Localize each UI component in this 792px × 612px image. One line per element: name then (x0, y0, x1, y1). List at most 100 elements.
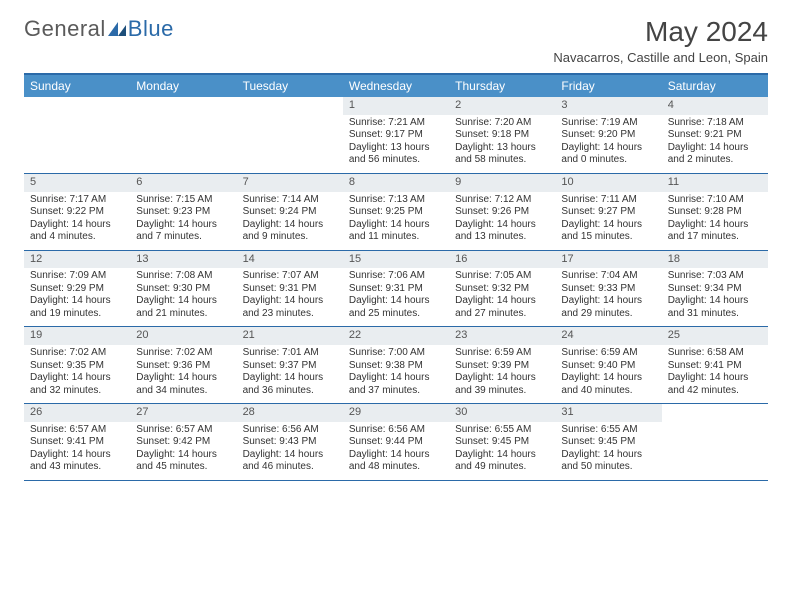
day-number: 25 (662, 327, 768, 345)
daylight-line: Daylight: 14 hours and 27 minutes. (455, 295, 549, 320)
day-number: 27 (130, 404, 236, 422)
sunrise-line: Sunrise: 7:02 AM (136, 347, 230, 360)
calendar-day: 14Sunrise: 7:07 AMSunset: 9:31 PMDayligh… (237, 251, 343, 327)
dow-wednesday: Wednesday (343, 75, 449, 97)
dow-monday: Monday (130, 75, 236, 97)
calendar-day: 22Sunrise: 7:00 AMSunset: 9:38 PMDayligh… (343, 327, 449, 403)
calendar-week: 26Sunrise: 6:57 AMSunset: 9:41 PMDayligh… (24, 404, 768, 481)
daylight-line: Daylight: 14 hours and 50 minutes. (561, 449, 655, 474)
calendar-grid: Sunday Monday Tuesday Wednesday Thursday… (24, 73, 768, 481)
sunset-line: Sunset: 9:37 PM (243, 360, 337, 373)
calendar-day: 11Sunrise: 7:10 AMSunset: 9:28 PMDayligh… (662, 174, 768, 250)
calendar-day: 2Sunrise: 7:20 AMSunset: 9:18 PMDaylight… (449, 97, 555, 173)
daylight-line: Daylight: 14 hours and 29 minutes. (561, 295, 655, 320)
dow-sunday: Sunday (24, 75, 130, 97)
sunrise-line: Sunrise: 7:14 AM (243, 194, 337, 207)
sunset-line: Sunset: 9:24 PM (243, 206, 337, 219)
sunrise-line: Sunrise: 6:59 AM (561, 347, 655, 360)
daylight-line: Daylight: 14 hours and 2 minutes. (668, 142, 762, 167)
sunrise-line: Sunrise: 7:01 AM (243, 347, 337, 360)
day-number: 30 (449, 404, 555, 422)
daylight-line: Daylight: 14 hours and 13 minutes. (455, 219, 549, 244)
daylight-line: Daylight: 14 hours and 32 minutes. (30, 372, 124, 397)
sunrise-line: Sunrise: 7:06 AM (349, 270, 443, 283)
calendar-day: 25Sunrise: 6:58 AMSunset: 9:41 PMDayligh… (662, 327, 768, 403)
location-subtitle: Navacarros, Castille and Leon, Spain (553, 50, 768, 65)
sunrise-line: Sunrise: 7:18 AM (668, 117, 762, 130)
day-number: 4 (662, 97, 768, 115)
day-number: 31 (555, 404, 661, 422)
sunrise-line: Sunrise: 6:57 AM (136, 424, 230, 437)
sunset-line: Sunset: 9:30 PM (136, 283, 230, 296)
day-number: 9 (449, 174, 555, 192)
sunset-line: Sunset: 9:26 PM (455, 206, 549, 219)
sunrise-line: Sunrise: 7:07 AM (243, 270, 337, 283)
daylight-line: Daylight: 14 hours and 36 minutes. (243, 372, 337, 397)
sunrise-line: Sunrise: 7:10 AM (668, 194, 762, 207)
calendar-day: 29Sunrise: 6:56 AMSunset: 9:44 PMDayligh… (343, 404, 449, 480)
calendar-day: 7Sunrise: 7:14 AMSunset: 9:24 PMDaylight… (237, 174, 343, 250)
sunset-line: Sunset: 9:31 PM (349, 283, 443, 296)
daylight-line: Daylight: 13 hours and 56 minutes. (349, 142, 443, 167)
calendar-day: 12Sunrise: 7:09 AMSunset: 9:29 PMDayligh… (24, 251, 130, 327)
calendar-day-empty (237, 97, 343, 173)
daylight-line: Daylight: 14 hours and 7 minutes. (136, 219, 230, 244)
daylight-line: Daylight: 14 hours and 42 minutes. (668, 372, 762, 397)
logo-triangle-icon (108, 16, 126, 42)
calendar-day: 16Sunrise: 7:05 AMSunset: 9:32 PMDayligh… (449, 251, 555, 327)
calendar-day: 26Sunrise: 6:57 AMSunset: 9:41 PMDayligh… (24, 404, 130, 480)
sunrise-line: Sunrise: 7:00 AM (349, 347, 443, 360)
daylight-line: Daylight: 14 hours and 46 minutes. (243, 449, 337, 474)
day-number: 14 (237, 251, 343, 269)
sunrise-line: Sunrise: 7:12 AM (455, 194, 549, 207)
sunset-line: Sunset: 9:45 PM (455, 436, 549, 449)
daylight-line: Daylight: 14 hours and 25 minutes. (349, 295, 443, 320)
sunset-line: Sunset: 9:28 PM (668, 206, 762, 219)
sunset-line: Sunset: 9:25 PM (349, 206, 443, 219)
sunrise-line: Sunrise: 7:21 AM (349, 117, 443, 130)
day-number: 24 (555, 327, 661, 345)
day-number: 13 (130, 251, 236, 269)
daylight-line: Daylight: 14 hours and 49 minutes. (455, 449, 549, 474)
day-of-week-header: Sunday Monday Tuesday Wednesday Thursday… (24, 75, 768, 97)
calendar-day: 1Sunrise: 7:21 AMSunset: 9:17 PMDaylight… (343, 97, 449, 173)
calendar-day: 20Sunrise: 7:02 AMSunset: 9:36 PMDayligh… (130, 327, 236, 403)
calendar-day: 24Sunrise: 6:59 AMSunset: 9:40 PMDayligh… (555, 327, 661, 403)
daylight-line: Daylight: 14 hours and 23 minutes. (243, 295, 337, 320)
calendar-day: 31Sunrise: 6:55 AMSunset: 9:45 PMDayligh… (555, 404, 661, 480)
calendar-week: 1Sunrise: 7:21 AMSunset: 9:17 PMDaylight… (24, 97, 768, 174)
sunset-line: Sunset: 9:43 PM (243, 436, 337, 449)
day-number: 21 (237, 327, 343, 345)
calendar-day: 27Sunrise: 6:57 AMSunset: 9:42 PMDayligh… (130, 404, 236, 480)
dow-thursday: Thursday (449, 75, 555, 97)
day-number: 26 (24, 404, 130, 422)
sunset-line: Sunset: 9:35 PM (30, 360, 124, 373)
daylight-line: Daylight: 14 hours and 43 minutes. (30, 449, 124, 474)
day-number: 1 (343, 97, 449, 115)
sunrise-line: Sunrise: 7:11 AM (561, 194, 655, 207)
day-number: 18 (662, 251, 768, 269)
sunset-line: Sunset: 9:32 PM (455, 283, 549, 296)
calendar-day: 4Sunrise: 7:18 AMSunset: 9:21 PMDaylight… (662, 97, 768, 173)
calendar-day: 8Sunrise: 7:13 AMSunset: 9:25 PMDaylight… (343, 174, 449, 250)
day-number: 20 (130, 327, 236, 345)
sunset-line: Sunset: 9:36 PM (136, 360, 230, 373)
sunset-line: Sunset: 9:29 PM (30, 283, 124, 296)
day-number: 10 (555, 174, 661, 192)
sunset-line: Sunset: 9:41 PM (668, 360, 762, 373)
daylight-line: Daylight: 14 hours and 0 minutes. (561, 142, 655, 167)
calendar-page: General Blue May 2024 Navacarros, Castil… (0, 0, 792, 497)
sunrise-line: Sunrise: 7:04 AM (561, 270, 655, 283)
daylight-line: Daylight: 14 hours and 37 minutes. (349, 372, 443, 397)
day-number: 15 (343, 251, 449, 269)
sunrise-line: Sunrise: 7:19 AM (561, 117, 655, 130)
dow-tuesday: Tuesday (237, 75, 343, 97)
calendar-day: 19Sunrise: 7:02 AMSunset: 9:35 PMDayligh… (24, 327, 130, 403)
daylight-line: Daylight: 14 hours and 15 minutes. (561, 219, 655, 244)
sunset-line: Sunset: 9:39 PM (455, 360, 549, 373)
daylight-line: Daylight: 14 hours and 45 minutes. (136, 449, 230, 474)
day-number: 19 (24, 327, 130, 345)
logo-text-1: General (24, 16, 106, 42)
daylight-line: Daylight: 14 hours and 48 minutes. (349, 449, 443, 474)
day-number: 8 (343, 174, 449, 192)
